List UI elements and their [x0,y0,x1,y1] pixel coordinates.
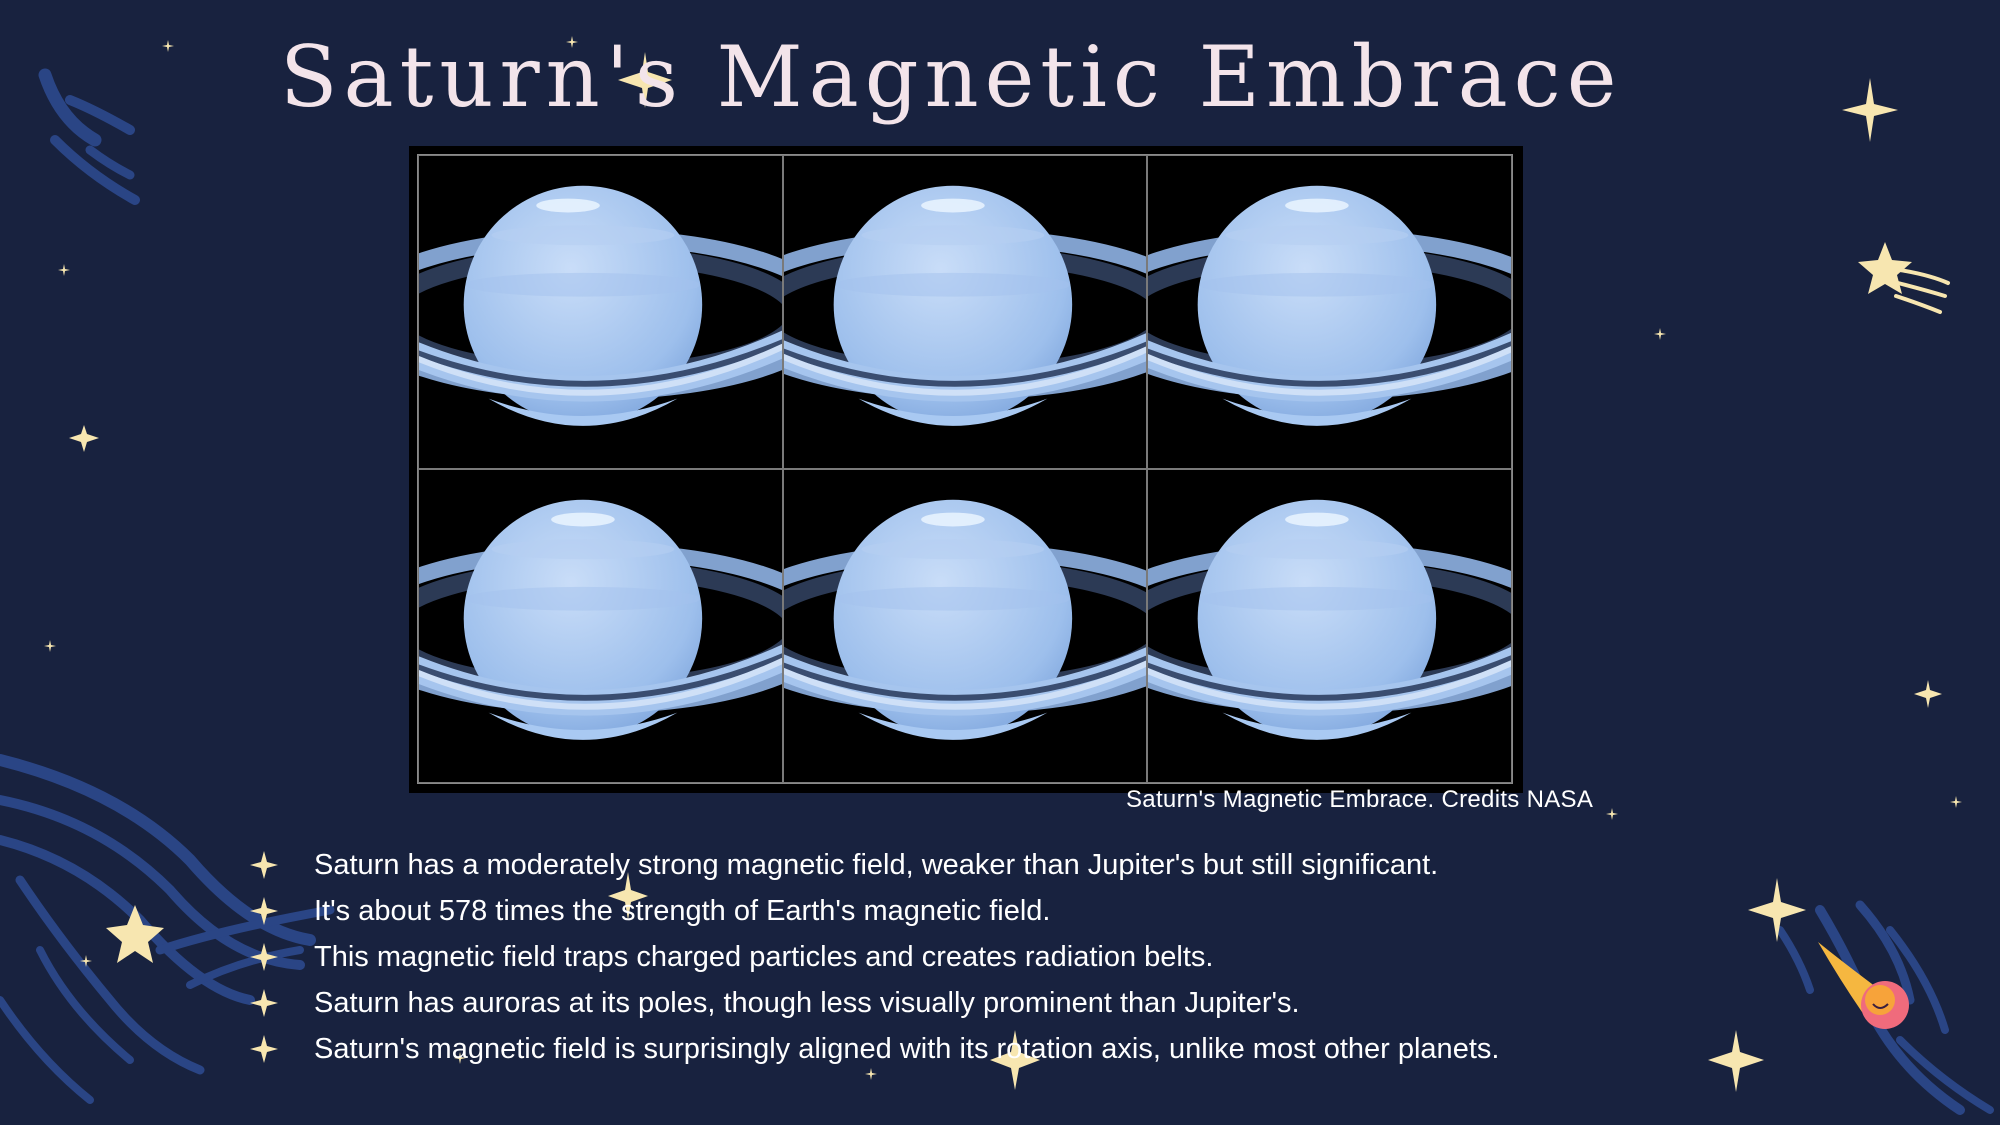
saturn-aurora-panel-6 [1147,469,1512,783]
sparkle-icon [250,934,314,980]
sparkle-icon [250,1026,314,1072]
star-icon [106,905,164,963]
list-item: This magnetic field traps charged partic… [250,934,1650,980]
list-item: Saturn has auroras at its poles, though … [250,980,1650,1026]
bullet-text: This magnetic field traps charged partic… [314,940,1214,973]
bullet-text: Saturn has auroras at its poles, though … [314,986,1300,1019]
comet-icon [1818,942,1909,1029]
sparkle-icon [250,888,314,934]
saturn-aurora-panel-2 [782,155,1148,469]
bullet-list: Saturn has a moderately strong magnetic … [250,842,1650,1072]
shooting-star-icon [1858,242,1950,314]
bullet-text: Saturn's magnetic field is surprisingly … [314,1032,1500,1065]
list-item: It's about 578 times the strength of Ear… [250,888,1650,934]
bullet-text: It's about 578 times the strength of Ear… [314,894,1051,927]
saturn-aurora-image-grid [417,154,1513,784]
list-item: Saturn has a moderately strong magnetic … [250,842,1650,888]
star-icon [44,36,1962,1092]
sparkle-icon [250,842,314,888]
image-caption: Saturn's Magnetic Embrace. Credits NASA [1126,786,1594,813]
saturn-image-frame [409,146,1523,793]
list-item: Saturn's magnetic field is surprisingly … [250,1026,1650,1072]
bullet-text: Saturn has a moderately strong magnetic … [314,848,1439,881]
slide-title: Saturn's Magnetic Embrace [280,28,1623,126]
saturn-aurora-panel-3 [1147,155,1512,469]
sparkle-icon [250,980,314,1026]
saturn-aurora-panel-5 [782,469,1148,783]
saturn-aurora-panel-1 [418,155,783,469]
saturn-aurora-panel-4 [418,469,783,783]
